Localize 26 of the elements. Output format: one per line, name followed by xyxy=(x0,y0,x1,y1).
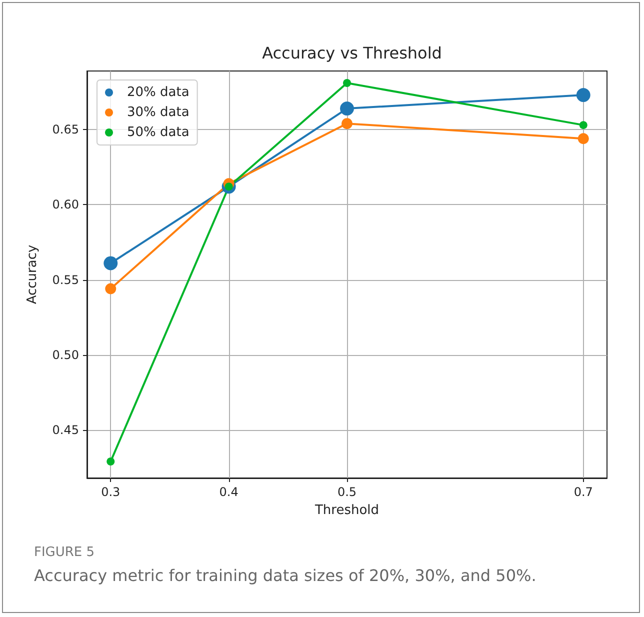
y-tick-label: 0.55 xyxy=(52,272,79,287)
y-tick-label: 0.45 xyxy=(52,422,79,437)
point xyxy=(106,457,115,466)
legend-label: 20% data xyxy=(127,85,190,100)
x-axis-title: Threshold xyxy=(314,503,380,518)
legend-label: 30% data xyxy=(127,105,190,120)
y-axis-title: Accuracy xyxy=(25,244,40,304)
x-tick-label: 0.3 xyxy=(101,485,120,499)
y-tick-label: 0.50 xyxy=(52,348,79,362)
y-tick-label: 0.60 xyxy=(52,198,79,212)
caption: FIGURE 5 xyxy=(34,545,96,560)
point xyxy=(342,118,352,130)
x-tick-label: 0.7 xyxy=(574,485,593,499)
point xyxy=(340,102,354,116)
point xyxy=(578,133,589,144)
point xyxy=(343,79,351,88)
chart-title: Accuracy vs Threshold xyxy=(262,44,442,62)
point xyxy=(579,121,588,130)
y-tick-label: 0.65 xyxy=(52,122,79,137)
legend-label: 50% data xyxy=(127,125,190,140)
text: Accuracy metric for training data sizes of 20%, 30%, and 50%. xyxy=(34,566,536,585)
point xyxy=(105,283,116,294)
x-tick-label: 0.5 xyxy=(337,485,357,499)
x-tick-label: 0.4 xyxy=(219,485,238,499)
point xyxy=(104,256,118,270)
point xyxy=(576,88,590,102)
